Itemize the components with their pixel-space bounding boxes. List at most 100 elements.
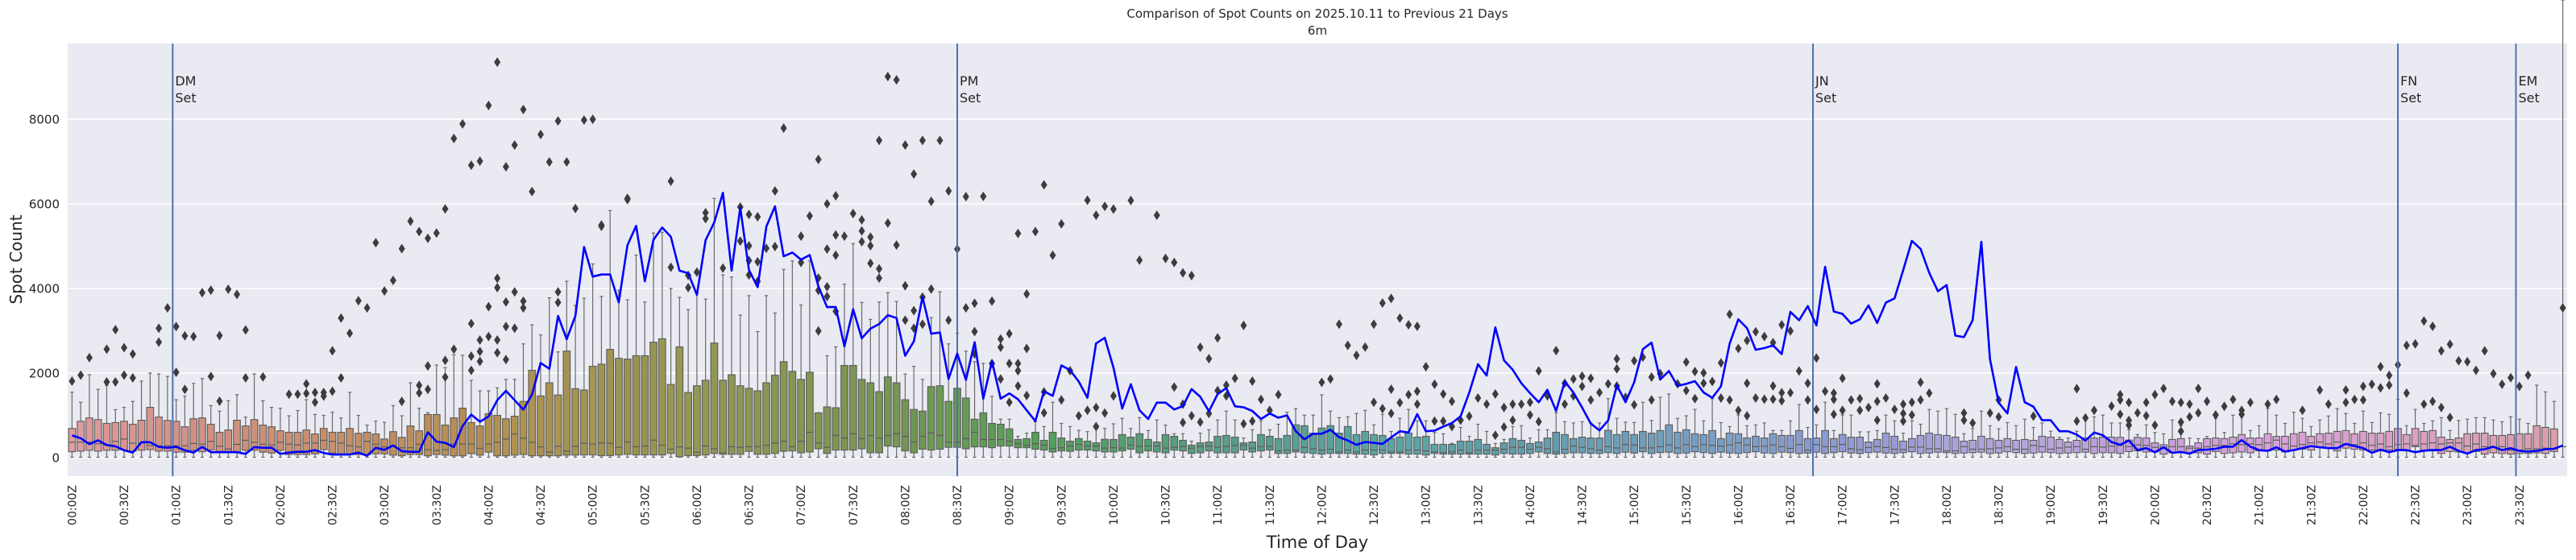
outlier-point (2230, 394, 2237, 404)
box-98 (919, 379, 927, 458)
outlier-point (589, 114, 596, 124)
outlier-point (1960, 415, 1968, 425)
box-165 (1500, 438, 1508, 458)
box-51 (510, 379, 519, 458)
x-tick-label: 08:30Z (952, 485, 964, 525)
outlier-point (433, 228, 440, 239)
outlier-point (1431, 379, 1438, 389)
box-39 (406, 382, 415, 458)
box-iqr (1760, 438, 1769, 454)
outlier-point (1031, 226, 1039, 237)
box-iqr (2176, 438, 2185, 454)
outlier-point (771, 185, 778, 196)
box-115 (1066, 425, 1074, 458)
outlier-point (1769, 381, 1777, 392)
box-173 (1569, 422, 1578, 458)
outlier-point (346, 328, 354, 338)
box-133 (1222, 410, 1230, 458)
box-iqr (2463, 433, 2471, 454)
outlier-point (876, 263, 883, 274)
box-iqr (728, 374, 736, 455)
outlier-point (303, 379, 310, 389)
outlier-point (1986, 408, 1993, 418)
outlier-point (2151, 389, 2159, 400)
box-94 (883, 292, 892, 458)
outlier-point (164, 303, 171, 313)
outlier-point (2264, 399, 2271, 409)
box-213 (1916, 423, 1925, 458)
outlier-point (1448, 396, 1455, 407)
box-155 (1413, 420, 1421, 458)
outlier-point (1014, 366, 1022, 376)
outlier-point (867, 240, 874, 251)
box-178 (1612, 417, 1621, 458)
outlier-point (2186, 399, 2193, 409)
box-iqr (432, 413, 441, 455)
outlier-point (259, 371, 267, 382)
outlier-point (1535, 366, 1542, 376)
outlier-point (467, 318, 475, 329)
outlier-point (2490, 368, 2497, 379)
outlier-point (1500, 402, 1508, 413)
outlier-point (580, 115, 587, 126)
box-iqr (1110, 438, 1118, 453)
box-iqr (1396, 436, 1404, 454)
outlier-point (902, 140, 909, 151)
outlier-point (1405, 320, 1412, 330)
box-iqr (1951, 436, 1960, 454)
x-tick-label: 16:00Z (1732, 485, 1745, 525)
outlier-point (1631, 355, 1638, 366)
box-iqr (1630, 433, 1638, 454)
outlier-point (1466, 411, 1473, 421)
box-iqr (875, 391, 883, 454)
event-label: FN (2400, 73, 2417, 89)
box-iqr (1413, 436, 1421, 455)
outlier-point (2082, 413, 2089, 423)
outlier-point (450, 344, 458, 355)
box-59 (580, 297, 588, 458)
outlier-point (1214, 333, 1222, 343)
box-iqr (1925, 433, 1934, 454)
box-iqr (1682, 429, 1690, 454)
box-120 (1110, 423, 1118, 458)
box-iqr (406, 425, 415, 455)
box-iqr (2524, 433, 2532, 454)
box-iqr (215, 431, 224, 453)
box-iqr (128, 423, 137, 452)
box-278 (2480, 417, 2489, 458)
box-207 (1865, 431, 1873, 458)
outlier-point (1231, 373, 1238, 384)
outlier-point (2420, 399, 2428, 409)
outlier-point (1682, 357, 1690, 367)
box-188 (1699, 420, 1708, 458)
outlier-point (2143, 411, 2150, 421)
outlier-point (1822, 386, 1829, 396)
box-159 (1448, 442, 1456, 458)
outlier-point (529, 186, 536, 197)
outlier-point (1058, 218, 1065, 229)
box-280 (2498, 421, 2507, 458)
box-iqr (1265, 435, 1274, 451)
box-100 (935, 291, 944, 458)
x-tick-label: 00:30Z (118, 485, 131, 525)
box-iqr (554, 394, 562, 457)
outlier-point (68, 375, 76, 386)
box-iqr (1005, 428, 1014, 447)
outlier-point (1014, 381, 1022, 392)
plot-area (68, 44, 2567, 476)
outlier-point (563, 157, 570, 168)
box-24 (276, 407, 284, 458)
box-101 (944, 343, 953, 458)
box-184 (1665, 393, 1674, 458)
box-iqr (1943, 434, 1951, 454)
box-21 (250, 373, 259, 458)
outlier-point (225, 284, 232, 295)
outlier-point (1830, 388, 1837, 398)
outlier-point (867, 258, 874, 268)
x-tick-label: 00:00Z (66, 485, 79, 525)
box-113 (1048, 401, 1057, 458)
outlier-point (416, 388, 423, 398)
outlier-point (207, 371, 214, 382)
outlier-point (363, 303, 371, 313)
